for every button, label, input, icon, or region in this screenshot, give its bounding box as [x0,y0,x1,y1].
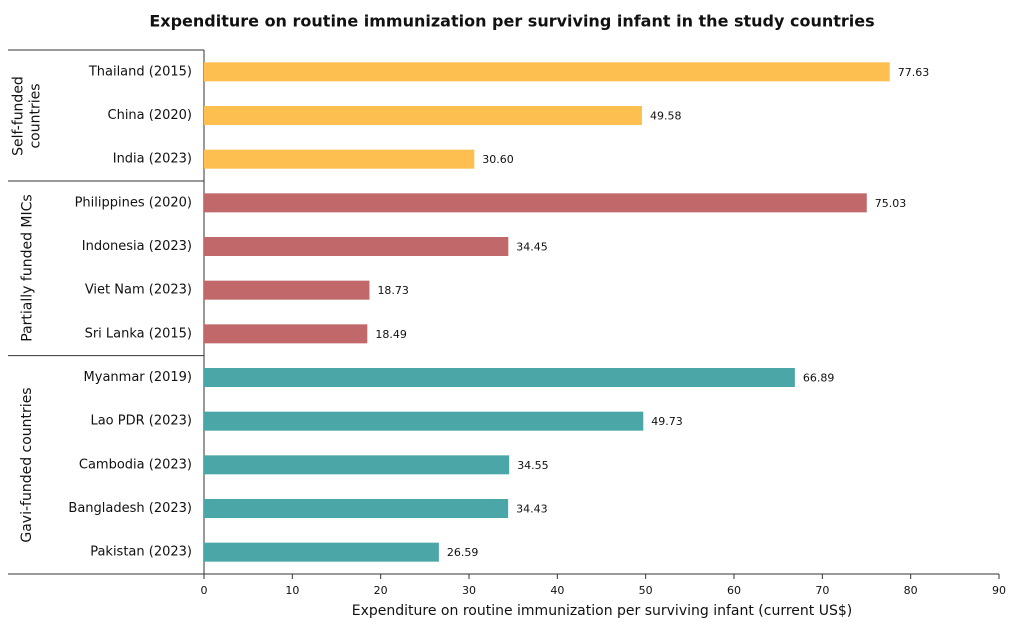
bar [204,542,439,562]
x-tick-label: 60 [727,584,741,597]
x-tick-label: 20 [374,584,388,597]
bar [204,193,867,213]
value-label: 18.49 [375,328,407,341]
y-tick-label: Indonesia (2023) [82,239,192,254]
value-label: 75.03 [875,197,907,210]
value-label: 30.60 [482,153,514,166]
x-axis-title: Expenditure on routine immunization per … [352,603,852,619]
y-tick-label: Viet Nam (2023) [85,283,192,298]
y-tick-label: Thailand (2015) [88,64,192,79]
y-tick-label: Philippines (2020) [75,195,192,210]
bar [204,62,890,82]
x-tick-label: 80 [904,584,918,597]
value-label: 49.58 [650,110,682,123]
chart-title: Expenditure on routine immunization per … [149,12,874,31]
group-label: Self-funded countries [10,75,43,156]
bar [204,237,509,256]
bar [204,280,370,300]
bar [204,149,475,169]
bar [204,455,510,475]
y-tick-label: China (2020) [108,108,193,123]
bar [204,499,509,518]
value-label: 49.73 [651,415,683,428]
value-label: 77.63 [898,66,930,79]
x-tick-label: 10 [285,584,299,597]
y-tick-label: Sri Lanka (2015) [85,326,192,341]
value-label: 26.59 [447,546,479,559]
x-tick-label: 30 [462,584,476,597]
bar [204,411,644,431]
x-tick-label: 40 [550,584,564,597]
y-tick-label: Cambodia (2023) [79,457,192,472]
y-tick-label: Myanmar (2019) [84,370,192,385]
bar [204,106,642,125]
group-label: Partially funded MICs [18,194,35,343]
value-label: 66.89 [803,372,835,385]
value-label: 34.55 [517,459,549,472]
group-label: Gavi-funded countries [18,387,35,543]
x-tick-label: 0 [201,584,208,597]
value-label: 34.45 [516,241,548,254]
bar [204,368,795,387]
y-tick-label: India (2023) [113,152,192,167]
value-label: 18.73 [377,284,409,297]
bar [204,324,368,344]
y-tick-label: Lao PDR (2023) [90,414,192,429]
y-tick-label: Bangladesh (2023) [68,501,192,516]
x-tick-label: 70 [815,584,829,597]
value-label: 34.43 [516,503,548,516]
y-tick-label: Pakistan (2023) [90,545,192,560]
x-tick-label: 90 [992,584,1006,597]
x-tick-label: 50 [639,584,653,597]
